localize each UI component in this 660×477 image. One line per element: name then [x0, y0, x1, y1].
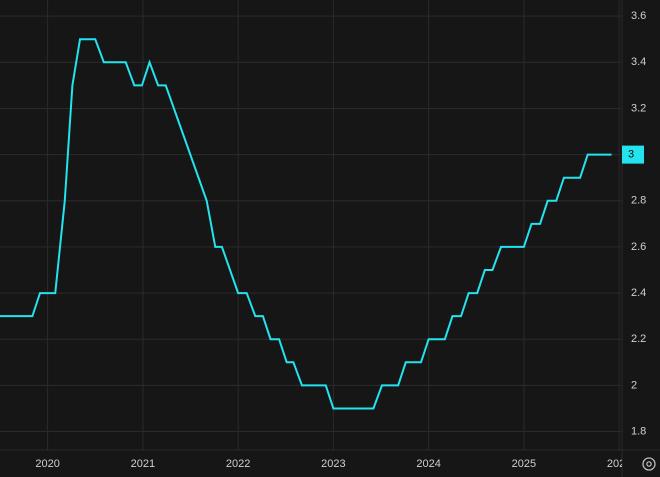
x-tick-label: 2025: [512, 458, 536, 470]
last-value-badge: [622, 145, 644, 164]
y-tick-label: 1.8: [631, 425, 646, 437]
last-value-label: 3: [628, 149, 634, 161]
y-tick-label: 2: [631, 379, 637, 391]
x-tick-label: 2026: [607, 458, 631, 470]
y-tick-label: 3.2: [631, 102, 646, 114]
x-tick-label: 2022: [226, 458, 250, 470]
plot-area: [0, 38, 612, 410]
x-tick-label: 2020: [35, 458, 59, 470]
gear-center: [646, 461, 652, 467]
y-tick-label: 2.4: [631, 287, 646, 299]
y-tick-label: 2.8: [631, 195, 646, 207]
x-axis: 2020 2021 2022 2023 2024 2025 2026: [35, 458, 631, 470]
x-tick-label: 2024: [416, 458, 440, 470]
x-tick-label: 2021: [131, 458, 155, 470]
settings-icon[interactable]: [642, 457, 656, 471]
y-tick-label: 2.2: [631, 333, 646, 345]
line-series: [0, 38, 612, 410]
x-tick-label: 2023: [321, 458, 345, 470]
y-tick-label: 3.4: [631, 56, 646, 68]
gear-outline: [642, 457, 656, 471]
y-tick-label: 3.6: [631, 10, 646, 22]
y-axis: 1.8 2 2.2 2.4 2.6 2.8 3 3.2 3.4 3.6: [631, 10, 646, 437]
y-tick-label: 2.6: [631, 241, 646, 253]
